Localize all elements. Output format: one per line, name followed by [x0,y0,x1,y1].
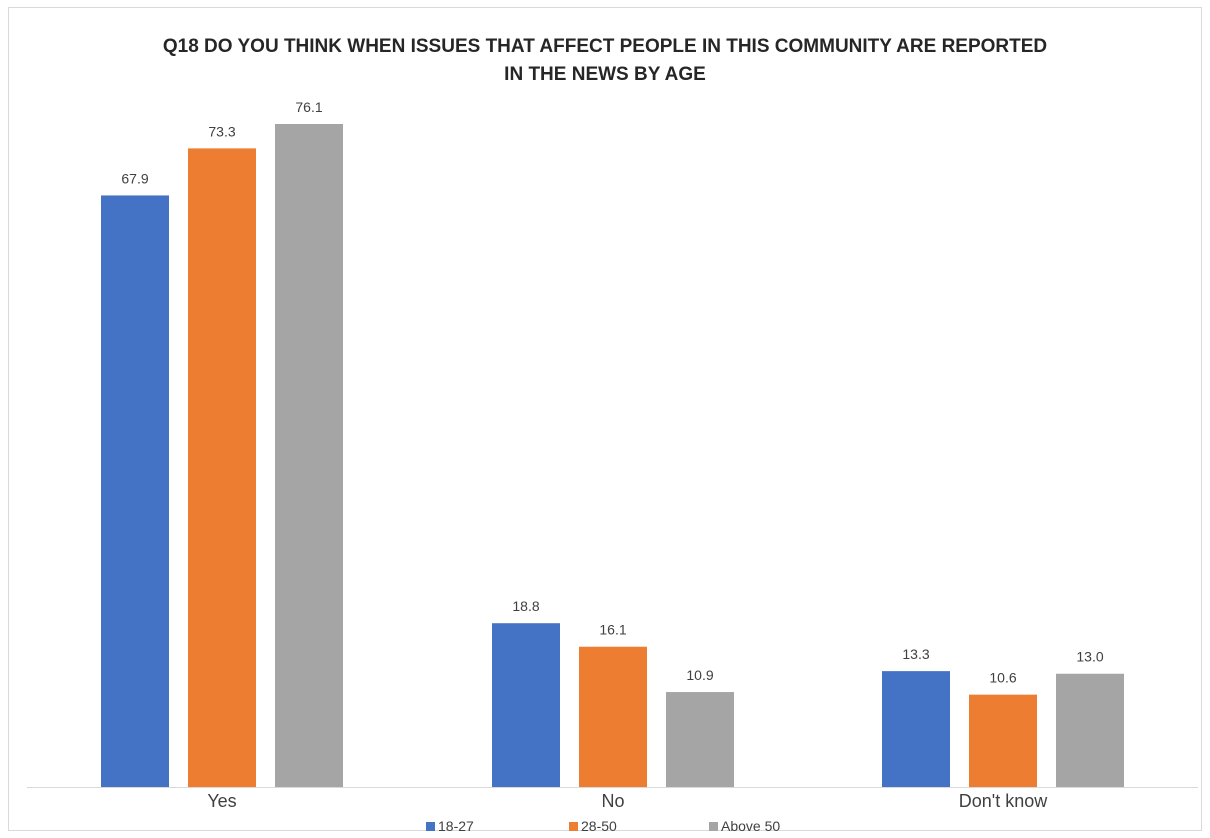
category-labels-layer: Yes No Don't know [207,791,1048,811]
data-label: 16.1 [599,622,626,638]
bar-28-50-no [579,646,647,787]
legend-label: Above 50 [721,818,781,834]
bar-28-50-yes [188,148,256,787]
legend-swatch [569,821,578,831]
data-label: 73.3 [208,123,235,139]
bars-layer [101,124,1124,788]
legend: 18-27 28-50 Above 50 [0,817,1210,835]
category-label: Yes [207,791,236,811]
data-label: 18.8 [512,598,539,614]
data-label: 76.1 [295,99,322,115]
legend-label: 28-50 [581,818,617,834]
data-label: 10.9 [686,667,713,683]
legend-label: 18-27 [438,818,474,834]
legend-item-above-50: Above 50 [709,817,780,835]
category-label: Don't know [959,791,1048,811]
legend-item-28-50: 28-50 [569,817,617,835]
data-label: 13.0 [1076,649,1103,665]
bar-18-27-don-t-know [882,671,950,787]
bar-above-50-don-t-know [1056,673,1124,787]
bar-above-50-yes [275,124,343,787]
bar-18-27-no [492,623,560,787]
legend-swatch [426,821,435,831]
legend-item-18-27: 18-27 [426,817,474,835]
category-label: No [601,791,624,811]
data-labels-layer: 67.9 18.8 13.3 73.3 16.1 10.6 76.1 10.9 13.0 [121,99,1103,686]
data-label: 13.3 [902,646,929,662]
data-label: 10.6 [989,670,1016,686]
bar-18-27-yes [101,195,169,788]
chart-title: Q18 DO YOU THINK WHEN ISSUES THAT AFFECT… [162,36,1048,85]
bar-28-50-don-t-know [969,694,1037,787]
bar-above-50-no [666,692,734,787]
legend-swatch [709,821,718,831]
data-label: 67.9 [121,170,148,186]
